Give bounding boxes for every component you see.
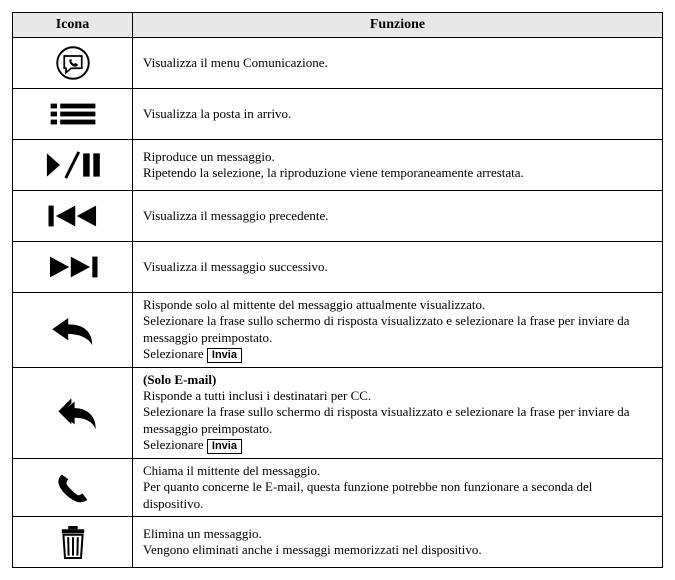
table-row: Visualizza il messaggio precedente. [13,191,663,242]
func-cell: Risponde solo al mittente del messaggio … [133,293,663,368]
table-row: Risponde solo al mittente del messaggio … [13,293,663,368]
table-row: Visualizza il menu Comunicazione. [13,38,663,89]
func-cell: (Solo E-mail) Risponde a tutti inclusi i… [133,367,663,458]
func-text: Risponde solo al mittente del messaggio … [143,297,485,312]
func-text: Risponde a tutti inclusi i destinatari p… [143,388,371,403]
icon-cell [13,140,133,191]
table-row: Visualizza la posta in arrivo. [13,89,663,140]
func-text: Selezionare la frase sullo schermo di ri… [143,404,630,435]
table-row: Chiama il mittente del messaggio. Per qu… [13,459,663,517]
func-text: Elimina un messaggio. [143,526,262,541]
func-text: Selezionare la frase sullo schermo di ri… [143,313,630,344]
icon-cell [13,89,133,140]
func-cell: Visualizza il menu Comunicazione. [133,38,663,89]
table-row: Elimina un messaggio. Vengono eliminati … [13,516,663,567]
func-cell: Visualizza il messaggio successivo. [133,242,663,293]
table-row: Visualizza il messaggio successivo. [13,242,663,293]
reply-icon [49,313,97,347]
func-text: Visualizza il messaggio precedente. [143,208,328,223]
icon-cell [13,38,133,89]
invia-button[interactable]: Invia [207,348,242,363]
icon-cell [13,191,133,242]
icon-cell [13,367,133,458]
select-prefix: Selezionare [143,437,204,452]
func-text: Visualizza la posta in arrivo. [143,106,291,121]
func-text: Riproduce un messaggio. [143,149,275,164]
icon-cell [13,516,133,567]
select-prefix: Selezionare [143,346,204,361]
func-cell: Elimina un messaggio. Vengono eliminati … [133,516,663,567]
bold-lead: (Solo E-mail) [143,372,216,387]
table-header-row: Icona Funzione [13,13,663,38]
header-func: Funzione [133,13,663,38]
func-text: Visualizza il messaggio successivo. [143,259,328,274]
icon-function-table: Icona Funzione Visualizza il menu Comuni… [12,12,663,568]
icon-cell [13,459,133,517]
header-icon: Icona [13,13,133,38]
func-cell: Riproduce un messaggio. Ripetendo la sel… [133,140,663,191]
table-row: (Solo E-mail) Risponde a tutti inclusi i… [13,367,663,458]
delete-message-icon [57,524,89,560]
icon-cell [13,293,133,368]
func-text: Visualizza il menu Comunicazione. [143,55,328,70]
table-row: Riproduce un messaggio. Ripetendo la sel… [13,140,663,191]
next-track-icon [47,253,99,281]
invia-button[interactable]: Invia [207,439,242,454]
func-cell: Visualizza la posta in arrivo. [133,89,663,140]
icon-cell [13,242,133,293]
func-text: Per quanto concerne le E-mail, questa fu… [143,479,592,510]
func-cell: Visualizza il messaggio precedente. [133,191,663,242]
func-text: Ripetendo la selezione, la riproduzione … [143,165,524,180]
reply-all-icon [47,395,99,431]
func-cell: Chiama il mittente del messaggio. Per qu… [133,459,663,517]
communication-menu-icon [52,42,94,84]
play-pause-icon [44,149,102,181]
func-text: Chiama il mittente del messaggio. [143,463,320,478]
inbox-list-icon [49,99,97,129]
func-text: Vengono eliminati anche i messaggi memor… [143,542,482,557]
call-sender-icon [54,471,92,505]
previous-track-icon [47,202,99,230]
